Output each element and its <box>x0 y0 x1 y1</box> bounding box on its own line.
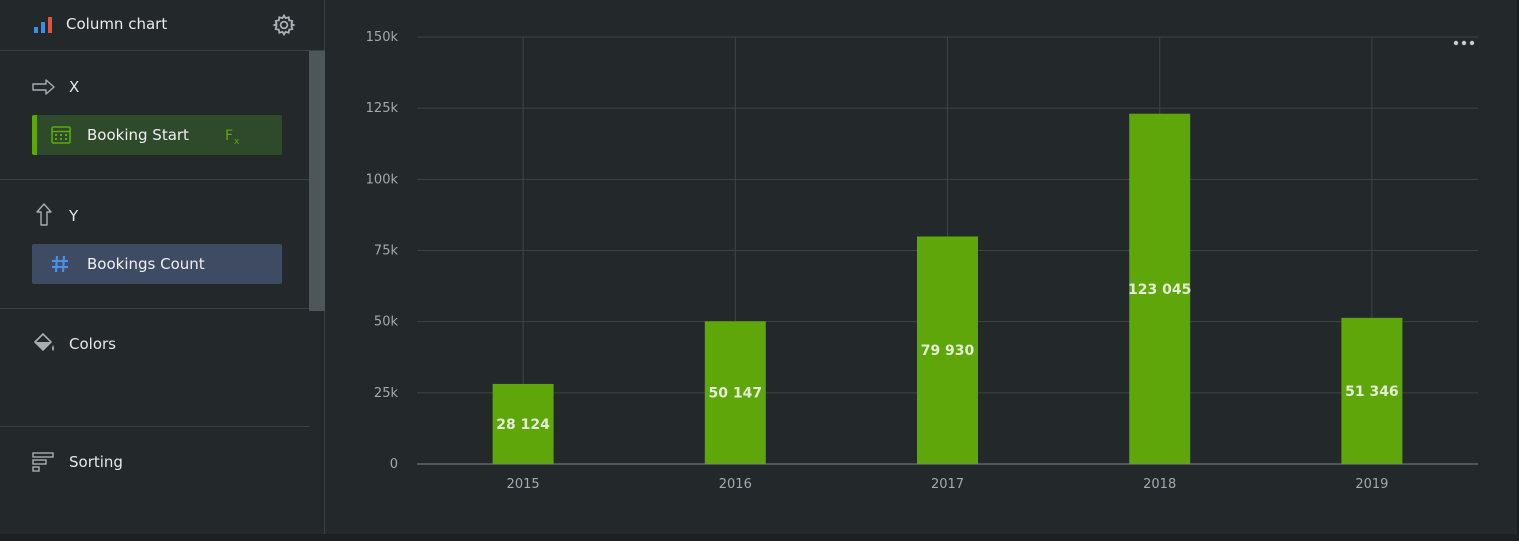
bar[interactable] <box>917 236 978 464</box>
bar[interactable] <box>492 383 554 464</box>
arrow-right-icon <box>32 79 55 95</box>
x-field-label: Booking Start <box>87 126 189 144</box>
x-axis-label: X <box>69 78 80 96</box>
bar[interactable] <box>704 321 766 464</box>
paint-bucket-icon <box>33 332 54 352</box>
bar[interactable] <box>1341 317 1403 464</box>
svg-text:x: x <box>234 137 240 146</box>
bar-data-label: 79 930 <box>921 343 975 359</box>
bar[interactable] <box>1129 113 1191 464</box>
bar-data-label: 123 045 <box>1128 282 1191 298</box>
sorting-label: Sorting <box>69 453 123 471</box>
x-tick-label: 2015 <box>507 477 540 492</box>
x-tick-label: 2016 <box>719 477 752 492</box>
bottom-bar <box>0 534 1519 541</box>
bar-data-label: 50 147 <box>709 386 763 402</box>
formula-icon[interactable]: F x <box>224 124 244 146</box>
sidebar-header: Column chart <box>0 0 325 51</box>
y-tick-label: 75k <box>374 244 399 259</box>
colors-label: Colors <box>69 335 116 353</box>
hash-icon <box>52 255 68 273</box>
arrow-up-icon <box>36 203 52 226</box>
y-tick-label: 100k <box>366 172 399 187</box>
bar-data-label: 51 346 <box>1345 384 1399 400</box>
sorting-section[interactable]: Sorting <box>0 427 309 541</box>
chart-settings-sidebar: Column chart X Booking <box>0 0 325 541</box>
x-tick-label: 2017 <box>931 477 964 492</box>
column-chart-icon <box>34 17 52 33</box>
y-tick-label: 0 <box>390 457 398 472</box>
bar-data-label: 28 124 <box>496 417 550 433</box>
y-tick-label: 50k <box>374 315 399 330</box>
y-tick-label: 125k <box>366 101 399 116</box>
x-axis-section: X Booking Start F x <box>0 51 309 180</box>
gear-icon[interactable] <box>272 13 296 37</box>
x-field-chip[interactable]: Booking Start F x <box>32 115 282 155</box>
y-axis-label: Y <box>69 207 79 225</box>
colors-section[interactable]: Colors <box>0 309 309 427</box>
calendar-icon <box>51 126 71 144</box>
chart-panel: 0 25k 50k 75k 100k 125k 150k 28 124 2015 50 147 20… <box>326 0 1519 541</box>
more-options-icon[interactable] <box>1452 36 1476 50</box>
chart-type-label[interactable]: Column chart <box>66 15 168 33</box>
sidebar-scrollbar[interactable] <box>309 51 325 311</box>
x-tick-label: 2019 <box>1355 477 1388 492</box>
y-field-label: Bookings Count <box>87 255 205 273</box>
y-tick-label: 150k <box>366 30 399 45</box>
x-tick-label: 2018 <box>1143 477 1176 492</box>
column-chart: 0 25k 50k 75k 100k 125k 150k 28 124 2015 50 147 20… <box>366 30 1478 492</box>
y-axis-section: Y Bookings Count <box>0 180 309 309</box>
window-edge <box>1517 0 1519 541</box>
y-field-chip[interactable]: Bookings Count <box>32 244 282 284</box>
y-tick-label: 25k <box>374 386 399 401</box>
sort-icon <box>32 452 54 472</box>
svg-text:F: F <box>225 128 233 144</box>
